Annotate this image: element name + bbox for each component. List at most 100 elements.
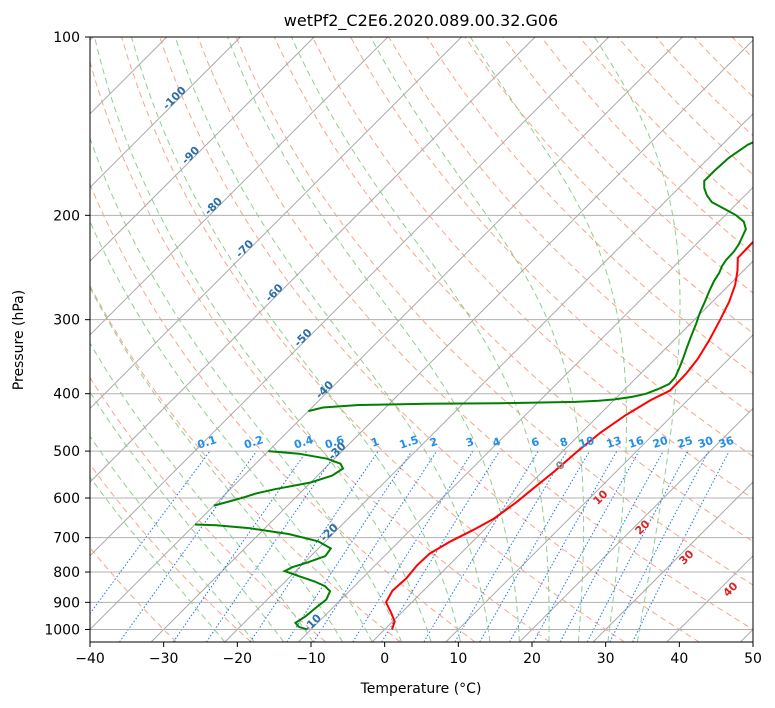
dry-adiabat	[464, 37, 753, 334]
x-tick-label: −20	[223, 651, 253, 667]
dry-adiabat	[350, 37, 753, 458]
dry-adiabat	[388, 37, 753, 416]
isotherm	[150, 39, 753, 642]
moist-adiabat	[90, 476, 226, 642]
moist-adiabat	[594, 37, 681, 642]
isotherm-label: -100	[160, 83, 189, 112]
moist-adiabat	[291, 37, 550, 642]
y-tick-label: 900	[53, 595, 80, 611]
y-tick-label: 500	[53, 444, 80, 460]
plot-frame	[89, 36, 754, 643]
moist-adiabat	[90, 435, 255, 642]
dry-adiabat	[121, 37, 625, 642]
isotherm	[90, 37, 462, 410]
moist-adiabat	[94, 37, 432, 642]
mixing-ratio-label: 2	[428, 435, 439, 450]
isotherm-label: -50	[291, 326, 314, 349]
moist-adiabat	[90, 391, 285, 642]
y-tick-label: 600	[53, 491, 80, 507]
mixing-ratio-label: 6	[530, 435, 542, 450]
dry-adiabat	[655, 37, 753, 137]
mixing-ratio-label: 16	[627, 434, 646, 451]
mixing-ratio-label: 0.4	[292, 433, 315, 451]
isotherm	[298, 186, 753, 642]
chart-title: wetPf2_C2E6.2020.089.00.32.G06	[284, 11, 558, 31]
y-axis-ticks: 100 200 300 400 500 600 700 800 900 1000	[44, 30, 90, 638]
x-tick-label: 30	[597, 651, 615, 667]
dry-adiabat	[90, 463, 252, 642]
y-tick-label: 100	[53, 30, 80, 46]
guide-labels: 0.1 0.2 0.4 0.6 1 1.5 2 3 4 6 8 10 13 16 20 25 30 36-100-…	[160, 83, 741, 634]
isotherm	[371, 260, 753, 642]
moist-adiabat	[370, 37, 585, 642]
mixing-ratio-line	[381, 450, 500, 642]
sounding-series	[194, 141, 753, 631]
moist-adiabat	[469, 37, 627, 642]
mixing-ratio-label: 0.2	[242, 433, 265, 451]
isotherm	[90, 37, 536, 483]
moist-adiabat	[90, 220, 373, 642]
x-axis-title: Temperature (°C)	[360, 681, 482, 697]
isotherm-label: -60	[263, 281, 286, 304]
isotherm	[445, 334, 753, 642]
dry-adiabat	[541, 37, 753, 254]
dry-adiabat	[311, 37, 753, 500]
mixing-ratio-line	[119, 450, 258, 642]
mixing-ratio-label: 1.5	[398, 433, 421, 451]
mixing-ratio-label: 36	[717, 434, 736, 451]
y-axis-title: Pressure (hPa)	[11, 290, 27, 390]
isotherm-label: 30	[677, 547, 697, 567]
mixing-ratio-line	[454, 450, 568, 642]
mixing-ratio-line	[205, 450, 338, 642]
sounding-line-2	[194, 523, 333, 631]
isotherm-label: 20	[633, 517, 653, 537]
mixing-ratio-label: 0.6	[323, 433, 346, 451]
mixing-ratio-line	[423, 450, 539, 642]
isotherm	[740, 628, 753, 642]
mixing-ratio-line	[632, 450, 730, 642]
mixing-ratio-label: 0.1	[196, 433, 219, 451]
isotherm-label: -20	[318, 521, 341, 544]
dry-adiabat	[617, 37, 753, 176]
isotherm-label: -70	[233, 237, 256, 260]
mixing-ratio-label: 8	[558, 435, 569, 450]
mixing-ratio-line	[533, 450, 640, 642]
mixing-ratio-label: 1	[370, 435, 381, 450]
dry-adiabat	[235, 37, 753, 586]
mixing-ratio-line	[286, 450, 413, 642]
isotherm	[519, 407, 753, 642]
isotherm-label: 40	[721, 579, 741, 599]
isotherm-label: 10	[591, 487, 611, 507]
isotherm	[224, 113, 753, 642]
sounding-line-1	[384, 240, 753, 630]
x-tick-label: −10	[296, 651, 326, 667]
y-tick-label: 700	[53, 531, 80, 547]
dry-adiabat	[90, 182, 476, 642]
dry-adiabat	[693, 37, 753, 98]
mixing-ratio-line	[313, 450, 438, 642]
mixing-ratio-label: 10	[577, 434, 596, 451]
x-axis-ticks: −40 −30 −20 −10 0 10 20 30 40 50	[75, 642, 762, 667]
dry-adiabat	[502, 37, 753, 294]
mixing-ratio-line	[509, 450, 618, 642]
sounding-line-4	[308, 141, 753, 413]
sounding-line-3	[213, 450, 345, 507]
mixing-ratio-line	[609, 450, 709, 642]
isotherm	[90, 37, 315, 262]
mixing-ratio-line	[586, 450, 689, 642]
background-guides	[90, 37, 753, 642]
isotherm	[90, 37, 241, 189]
moist-adiabat	[90, 286, 344, 642]
mixing-ratio-line	[559, 450, 664, 642]
dry-adiabat	[90, 60, 551, 642]
x-tick-label: −40	[75, 651, 105, 667]
mixing-ratio-label: 4	[491, 435, 503, 450]
x-tick-label: 0	[380, 651, 389, 667]
dry-adiabat	[273, 37, 753, 543]
mixing-ratio-line	[249, 450, 379, 642]
dry-adiabat	[90, 376, 327, 642]
isotherm	[90, 37, 683, 631]
x-tick-label: 40	[670, 651, 688, 667]
y-tick-label: 400	[53, 387, 80, 403]
